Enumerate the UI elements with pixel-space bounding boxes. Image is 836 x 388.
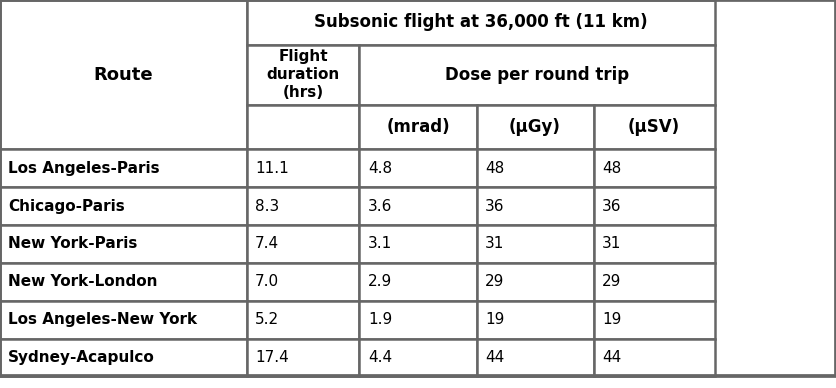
Text: 5.2: 5.2 <box>255 312 279 327</box>
Text: New York-London: New York-London <box>8 274 158 289</box>
Bar <box>0 149 247 187</box>
Text: Route: Route <box>94 66 153 84</box>
Text: 44: 44 <box>602 350 621 365</box>
Text: 19: 19 <box>485 312 504 327</box>
Bar <box>0 263 247 301</box>
Bar <box>247 187 359 225</box>
Text: Flight
duration
(hrs): Flight duration (hrs) <box>267 49 339 100</box>
Bar <box>477 301 594 338</box>
Bar <box>477 263 594 301</box>
Bar <box>247 301 359 338</box>
Bar <box>594 301 715 338</box>
Text: 48: 48 <box>485 161 504 176</box>
Bar <box>594 225 715 263</box>
Text: (μGy): (μGy) <box>509 118 561 136</box>
Bar <box>594 338 715 376</box>
Text: 29: 29 <box>485 274 504 289</box>
Bar <box>359 105 477 149</box>
Bar <box>359 263 477 301</box>
Bar <box>477 105 594 149</box>
Text: 31: 31 <box>602 236 621 251</box>
Bar <box>594 149 715 187</box>
Text: 36: 36 <box>485 199 504 214</box>
Bar <box>359 301 477 338</box>
Text: 11.1: 11.1 <box>255 161 288 176</box>
Bar <box>247 105 359 149</box>
Text: Chicago-Paris: Chicago-Paris <box>8 199 125 214</box>
Text: 7.0: 7.0 <box>255 274 279 289</box>
Text: 19: 19 <box>602 312 621 327</box>
Text: Sydney-Acapulco: Sydney-Acapulco <box>8 350 155 365</box>
Text: New York-Paris: New York-Paris <box>8 236 138 251</box>
Text: 4.4: 4.4 <box>368 350 392 365</box>
Bar <box>359 45 715 105</box>
Text: 3.6: 3.6 <box>368 199 392 214</box>
Bar <box>0 187 247 225</box>
Bar <box>0 301 247 338</box>
Bar <box>0 0 247 149</box>
Bar <box>0 225 247 263</box>
Bar <box>477 225 594 263</box>
Text: 44: 44 <box>485 350 504 365</box>
Bar <box>247 225 359 263</box>
Bar <box>594 187 715 225</box>
Text: 17.4: 17.4 <box>255 350 288 365</box>
Bar <box>359 225 477 263</box>
Bar <box>247 263 359 301</box>
Bar <box>477 149 594 187</box>
Text: Los Angeles-Paris: Los Angeles-Paris <box>8 161 160 176</box>
Text: Los Angeles-New York: Los Angeles-New York <box>8 312 197 327</box>
Bar <box>594 263 715 301</box>
Bar <box>359 187 477 225</box>
Text: 29: 29 <box>602 274 621 289</box>
Text: 36: 36 <box>602 199 621 214</box>
Bar <box>247 149 359 187</box>
Text: 48: 48 <box>602 161 621 176</box>
Bar <box>594 105 715 149</box>
Text: 2.9: 2.9 <box>368 274 392 289</box>
Bar <box>247 338 359 376</box>
Text: 4.8: 4.8 <box>368 161 392 176</box>
Bar <box>247 0 715 45</box>
Bar <box>359 338 477 376</box>
Text: 3.1: 3.1 <box>368 236 392 251</box>
Text: (mrad): (mrad) <box>386 118 450 136</box>
Bar <box>477 187 594 225</box>
Text: 7.4: 7.4 <box>255 236 279 251</box>
Text: 31: 31 <box>485 236 504 251</box>
Text: 1.9: 1.9 <box>368 312 392 327</box>
Text: Subsonic flight at 36,000 ft (11 km): Subsonic flight at 36,000 ft (11 km) <box>314 13 648 31</box>
Bar <box>359 149 477 187</box>
Text: 8.3: 8.3 <box>255 199 279 214</box>
Bar <box>0 338 247 376</box>
Text: (μSV): (μSV) <box>628 118 681 136</box>
Bar <box>477 338 594 376</box>
Bar <box>247 45 359 105</box>
Text: Dose per round trip: Dose per round trip <box>445 66 630 84</box>
